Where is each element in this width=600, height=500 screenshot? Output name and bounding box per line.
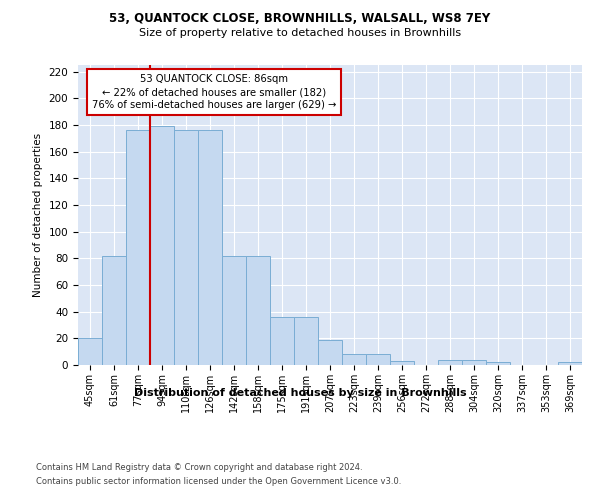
- Bar: [462, 360, 486, 365]
- Bar: [294, 317, 318, 365]
- Text: Contains HM Land Registry data © Crown copyright and database right 2024.: Contains HM Land Registry data © Crown c…: [36, 462, 362, 471]
- Y-axis label: Number of detached properties: Number of detached properties: [33, 133, 43, 297]
- Bar: [318, 340, 342, 365]
- Bar: [102, 256, 126, 365]
- Bar: [342, 354, 366, 365]
- Bar: [390, 361, 414, 365]
- Bar: [222, 256, 246, 365]
- Bar: [150, 126, 174, 365]
- Bar: [78, 338, 102, 365]
- Bar: [174, 130, 198, 365]
- Text: Contains public sector information licensed under the Open Government Licence v3: Contains public sector information licen…: [36, 478, 401, 486]
- Bar: [366, 354, 390, 365]
- Text: Distribution of detached houses by size in Brownhills: Distribution of detached houses by size …: [134, 388, 466, 398]
- Text: Size of property relative to detached houses in Brownhills: Size of property relative to detached ho…: [139, 28, 461, 38]
- Bar: [246, 256, 270, 365]
- Bar: [270, 317, 294, 365]
- Bar: [438, 360, 462, 365]
- Text: 53 QUANTOCK CLOSE: 86sqm
← 22% of detached houses are smaller (182)
76% of semi-: 53 QUANTOCK CLOSE: 86sqm ← 22% of detach…: [92, 74, 336, 110]
- Bar: [198, 130, 222, 365]
- Bar: [558, 362, 582, 365]
- Bar: [126, 130, 150, 365]
- Text: 53, QUANTOCK CLOSE, BROWNHILLS, WALSALL, WS8 7EY: 53, QUANTOCK CLOSE, BROWNHILLS, WALSALL,…: [109, 12, 491, 26]
- Bar: [486, 362, 510, 365]
